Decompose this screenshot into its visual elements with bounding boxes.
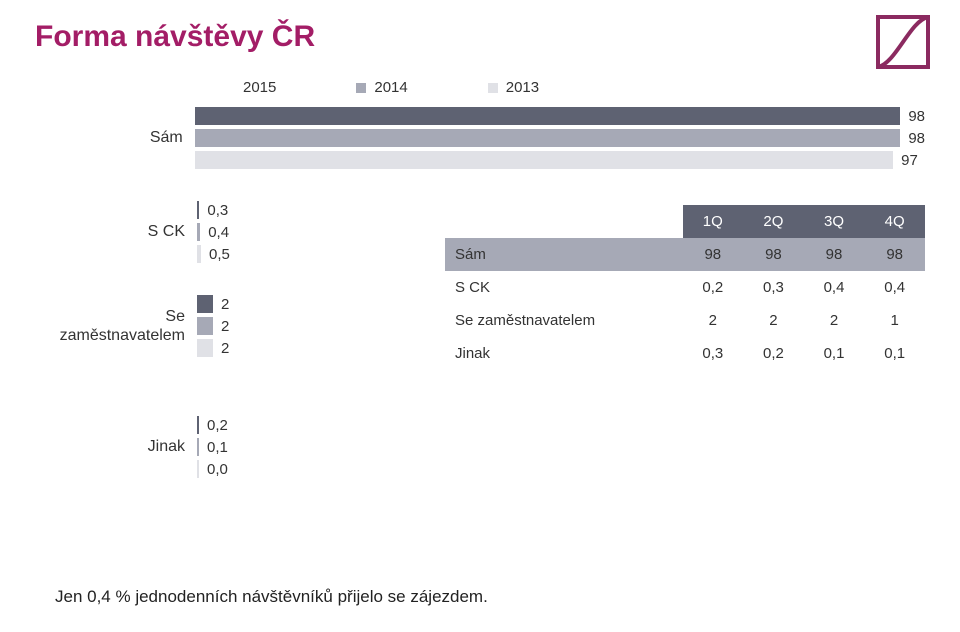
bar-jinak-2015: 0,2 [197, 414, 228, 436]
table-header-row: 1Q 2Q 3Q 4Q [445, 205, 925, 238]
bar-value-sezam-2014: 2 [221, 318, 229, 335]
bar-value-sezam-2013: 2 [221, 340, 229, 357]
bar-sezam-2013: 2 [197, 337, 229, 359]
cell-sck-q3: 0,4 [804, 271, 865, 304]
bar-sezam-2015: 2 [197, 293, 229, 315]
page-title: Forma návštěvy ČR [35, 20, 925, 54]
bar-sezam-2014: 2 [197, 315, 229, 337]
table-header-q1: 1Q [683, 205, 744, 238]
bar-value-sck-2013: 0,5 [209, 246, 230, 263]
bar-value-sam-2013: 97 [901, 152, 918, 169]
cell-sezam-q1: 2 [683, 304, 744, 337]
table-header-q2: 2Q [743, 205, 804, 238]
legend-label-2014: 2014 [374, 79, 407, 96]
cell-jinak-q3: 0,1 [804, 337, 865, 370]
bar-sam-2015: 98 [195, 105, 925, 127]
cell-sck-label: S CK [445, 271, 683, 304]
table-header-q4: 4Q [864, 205, 925, 238]
bar-sam-2014: 98 [195, 127, 925, 149]
bar-value-jinak-2014: 0,1 [207, 439, 228, 456]
bar-value-sezam-2015: 2 [221, 296, 229, 313]
legend-label-2013: 2013 [506, 79, 539, 96]
table-row-jinak: Jinak 0,3 0,2 0,1 0,1 [445, 337, 925, 370]
cat-label-sck: S CK [35, 222, 197, 241]
cell-sam-q2: 98 [743, 238, 804, 271]
bar-jinak-2013: 0,0 [197, 458, 228, 480]
legend-square-2015 [225, 83, 235, 93]
cell-sam-q3: 98 [804, 238, 865, 271]
cell-sezam-q2: 2 [743, 304, 804, 337]
bar-sam-2013: 97 [195, 149, 925, 171]
bar-value-sck-2014: 0,4 [208, 224, 229, 241]
table-header-blank [445, 205, 683, 238]
cell-jinak-q1: 0,3 [683, 337, 744, 370]
cell-sezam-q4: 1 [864, 304, 925, 337]
legend-2014: 2014 [356, 79, 407, 96]
bar-sck-2015: 0,3 [197, 199, 230, 221]
bar-value-sam-2014: 98 [908, 130, 925, 147]
cat-jinak: Jinak 0,2 0,1 0,0 [35, 414, 925, 480]
cat-label-sam: Sám [35, 128, 195, 147]
cell-sam-q4: 98 [864, 238, 925, 271]
data-table: 1Q 2Q 3Q 4Q Sám 98 98 98 98 S CK 0,2 0,3… [445, 205, 925, 370]
bar-value-jinak-2015: 0,2 [207, 417, 228, 434]
cell-jinak-q4: 0,1 [864, 337, 925, 370]
cell-sam-q1: 98 [683, 238, 744, 271]
cat-sam: Sám 98 98 97 [35, 105, 925, 171]
bar-value-sck-2015: 0,3 [207, 202, 228, 219]
legend-square-2013 [488, 83, 498, 93]
legend-square-2014 [356, 83, 366, 93]
bar-jinak-2014: 0,1 [197, 436, 228, 458]
cell-sck-q2: 0,3 [743, 271, 804, 304]
legend-2013: 2013 [488, 79, 539, 96]
cell-jinak-q2: 0,2 [743, 337, 804, 370]
legend: 2015 2014 2013 [225, 79, 925, 96]
bar-value-jinak-2013: 0,0 [207, 461, 228, 478]
table-row-sam: Sám 98 98 98 98 [445, 238, 925, 271]
brand-logo [876, 15, 930, 69]
cell-sck-q1: 0,2 [683, 271, 744, 304]
cat-label-jinak: Jinak [35, 437, 197, 456]
cell-sam-label: Sám [445, 238, 683, 271]
cell-sezam-q3: 2 [804, 304, 865, 337]
table-row-sck: S CK 0,2 0,3 0,4 0,4 [445, 271, 925, 304]
cell-jinak-label: Jinak [445, 337, 683, 370]
footnote: Jen 0,4 % jednodenních návštěvníků přije… [55, 587, 488, 607]
bar-value-sam-2015: 98 [908, 108, 925, 125]
cell-sezam-label: Se zaměstnavatelem [445, 304, 683, 337]
legend-2015: 2015 [225, 79, 276, 96]
cat-label-sezam: Sezaměstnavatelem [35, 307, 197, 345]
legend-label-2015: 2015 [243, 79, 276, 96]
bar-sck-2014: 0,4 [197, 221, 230, 243]
table-header-q3: 3Q [804, 205, 865, 238]
table-row-sezam: Se zaměstnavatelem 2 2 2 1 [445, 304, 925, 337]
cell-sck-q4: 0,4 [864, 271, 925, 304]
bar-sck-2013: 0,5 [197, 243, 230, 265]
